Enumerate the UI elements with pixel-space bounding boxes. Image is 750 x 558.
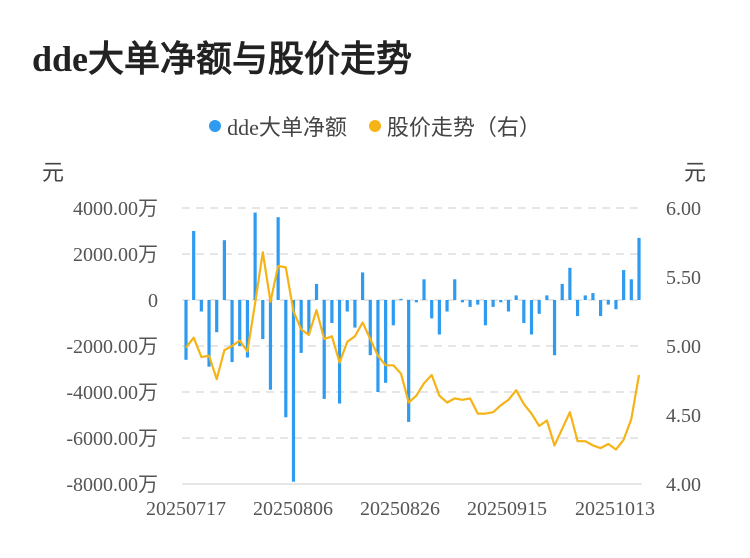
dde-bar[interactable]	[291, 300, 296, 482]
dde-bar[interactable]	[330, 300, 334, 323]
dde-bar[interactable]	[215, 300, 219, 333]
legend-dot-blue-icon	[209, 120, 222, 132]
dde-bar[interactable]	[276, 217, 280, 300]
dde-bar[interactable]	[537, 300, 541, 314]
dde-bar[interactable]	[284, 300, 288, 418]
dde-bar[interactable]	[568, 267, 572, 300]
x-axis-tick: 20250915	[467, 498, 547, 520]
dde-bar[interactable]	[522, 300, 526, 323]
dde-bar[interactable]	[430, 300, 434, 319]
dde-bar[interactable]	[606, 300, 610, 305]
dde-bar[interactable]	[368, 300, 372, 356]
dde-bar[interactable]	[376, 300, 380, 392]
dde-bar[interactable]	[499, 300, 503, 303]
dde-bar[interactable]	[575, 300, 580, 317]
dde-bar[interactable]	[322, 300, 326, 399]
right-axis-tick: 6.00	[666, 198, 701, 220]
legend: dde大单净额 股价走势（右）	[0, 110, 750, 142]
dde-bar[interactable]	[453, 279, 457, 300]
dde-bar[interactable]	[545, 295, 549, 300]
right-axis-tick: 5.50	[666, 267, 701, 289]
legend-label-price: 股价走势（右）	[386, 115, 541, 140]
left-axis-tick: -6000.00万	[66, 428, 158, 450]
left-axis-tick: 4000.00万	[73, 198, 158, 220]
x-axis-tick: 20250806	[253, 498, 333, 520]
dde-bar[interactable]	[245, 300, 250, 358]
left-axis-tick: -2000.00万	[66, 336, 158, 358]
dde-bar[interactable]	[629, 279, 633, 300]
right-axis-tick: 4.50	[666, 405, 701, 427]
dde-bar[interactable]	[184, 300, 188, 360]
dde-bar[interactable]	[238, 300, 242, 346]
dde-bar[interactable]	[307, 300, 311, 335]
dde-bar[interactable]	[591, 293, 595, 300]
legend-item-dde[interactable]: dde大单净额	[209, 110, 347, 142]
dde-bar[interactable]	[384, 300, 388, 383]
left-axis-tick: -8000.00万	[66, 474, 158, 496]
dde-bar[interactable]	[261, 300, 265, 340]
dde-bar[interactable]	[622, 270, 626, 300]
right-axis-tick: 4.00	[666, 474, 701, 496]
left-axis-tick: 2000.00万	[73, 244, 158, 266]
dde-bar[interactable]	[268, 300, 273, 390]
dde-bar[interactable]	[468, 300, 472, 307]
dde-bar[interactable]	[353, 300, 357, 328]
legend-label-dde: dde大单净额	[227, 115, 347, 140]
dde-bar[interactable]	[514, 295, 518, 300]
dde-bar[interactable]	[407, 300, 411, 422]
x-axis-tick: 20250826	[360, 498, 440, 520]
dde-bar[interactable]	[476, 300, 480, 305]
dde-bar[interactable]	[552, 300, 557, 356]
dde-bar[interactable]	[299, 300, 303, 353]
right-axis-tick: 5.00	[666, 336, 701, 358]
x-axis-tick: 20251013	[575, 498, 655, 520]
legend-dot-orange-icon	[368, 120, 381, 132]
dde-bar[interactable]	[422, 279, 426, 300]
dde-bar[interactable]	[483, 300, 488, 326]
dde-bar[interactable]	[230, 300, 234, 363]
right-axis-unit: 元	[684, 160, 707, 185]
dde-bar[interactable]	[614, 300, 618, 310]
dde-bar[interactable]	[583, 295, 587, 300]
dde-bar[interactable]	[222, 240, 226, 300]
dde-bar[interactable]	[360, 272, 365, 300]
dde-bar[interactable]	[192, 231, 196, 300]
dde-bar[interactable]	[460, 300, 465, 303]
dde-bar[interactable]	[253, 212, 257, 300]
dde-bar[interactable]	[199, 300, 203, 312]
dde-bar[interactable]	[560, 283, 564, 300]
dde-bar[interactable]	[391, 300, 395, 326]
dde-bar[interactable]	[345, 300, 349, 312]
left-axis-unit: 元	[42, 160, 65, 185]
dde-bar[interactable]	[414, 300, 418, 303]
dde-bar[interactable]	[599, 300, 603, 317]
legend-item-price[interactable]: 股价走势（右）	[368, 110, 541, 142]
dde-bar[interactable]	[529, 300, 534, 335]
dde-bar[interactable]	[506, 300, 511, 312]
dde-bar[interactable]	[637, 237, 641, 300]
left-axis-tick: -4000.00万	[66, 382, 158, 404]
dde-bar[interactable]	[207, 300, 211, 367]
dde-bar[interactable]	[437, 300, 441, 335]
dde-bar[interactable]	[491, 300, 495, 307]
chart-title: dde大单净额与股价走势	[32, 39, 413, 79]
price-line[interactable]	[185, 251, 641, 451]
x-axis-tick: 20250717	[146, 498, 226, 520]
dde-bar[interactable]	[314, 283, 319, 300]
dde-bar[interactable]	[399, 298, 403, 301]
dde-bar[interactable]	[337, 300, 342, 404]
dde-bar[interactable]	[445, 300, 449, 312]
left-axis-tick: 0	[148, 290, 158, 312]
